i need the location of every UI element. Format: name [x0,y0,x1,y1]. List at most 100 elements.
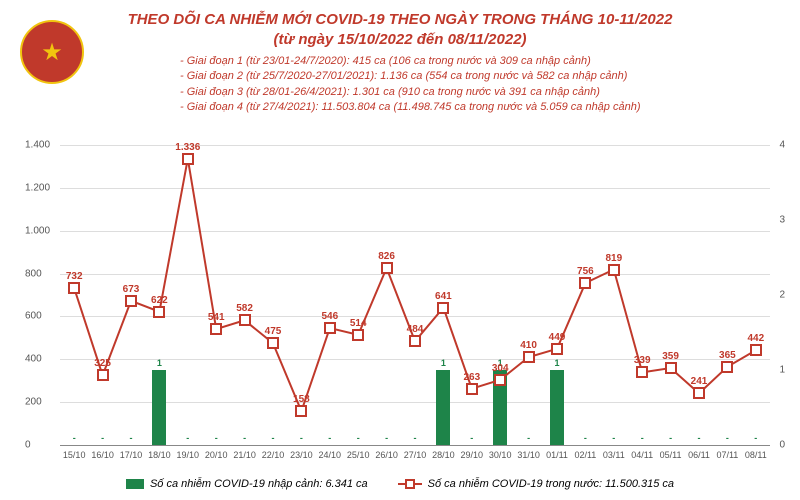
line-marker [182,153,194,165]
x-tick: 16/10 [91,450,114,460]
x-tick: 27/10 [404,450,427,460]
x-tick: 23/10 [290,450,313,460]
x-tick: 02/11 [574,450,596,460]
bar-label: - [300,433,303,443]
bar-label: 1 [554,358,559,368]
y-tick-left: 0 [25,440,31,451]
legend-line: Số ca nhiễm COVID-19 trong nước: 11.500.… [398,478,674,490]
x-tick: 05/11 [660,450,682,460]
line-marker [551,343,563,355]
bar-label: - [754,433,757,443]
line-marker [381,262,393,274]
y-tick-left: 400 [25,354,42,365]
line-marker-label: 484 [407,324,424,335]
swatch-line-icon [398,483,422,485]
line-marker-label: 359 [662,351,679,362]
bar-label: 1 [157,358,162,368]
line-marker-label: 158 [293,394,310,405]
x-tick: 15/10 [63,450,86,460]
line-marker-label: 641 [435,291,452,302]
bar-label: - [527,433,530,443]
x-tick: 21/10 [233,450,256,460]
bar-label: - [669,433,672,443]
line-marker [494,374,506,386]
line-marker [210,323,222,335]
line-marker [295,405,307,417]
x-tick: 25/10 [347,450,370,460]
line-marker [665,362,677,374]
chart-plot-area: 02004006008001.0001.2001.4000123415/10-1… [60,145,770,445]
line-marker [125,295,137,307]
line-marker [352,329,364,341]
chart-title: THEO DÕI CA NHIỄM MỚI COVID-19 THEO NGÀY… [0,0,800,49]
bar-label: - [186,433,189,443]
line-marker-label: 449 [549,332,566,343]
title-line-1: THEO DÕI CA NHIỄM MỚI COVID-19 THEO NGÀY… [0,10,800,30]
x-tick: 31/10 [517,450,540,460]
line-marker [409,335,421,347]
line-marker [97,369,109,381]
x-tick: 20/10 [205,450,228,460]
line-marker-label: 541 [208,312,225,323]
line-marker-label: 756 [577,266,594,277]
bar-label: - [414,433,417,443]
note-3: - Giai đoạn 3 (từ 28/01-26/4/2021): 1.30… [180,85,800,100]
line-marker [579,277,591,289]
bar-label: 1 [441,358,446,368]
x-tick: 04/11 [631,450,653,460]
y-tick-left: 800 [25,268,42,279]
x-tick: 24/10 [319,450,342,460]
line-marker-label: 325 [94,358,111,369]
y-tick-left: 600 [25,311,42,322]
bar-label: - [328,433,331,443]
note-4: - Giai đoạn 4 (từ 27/4/2021): 11.503.804… [180,100,800,115]
note-2: - Giai đoạn 2 (từ 25/7/2020-27/01/2021):… [180,69,800,84]
line-marker [239,314,251,326]
line-marker-label: 732 [66,271,83,282]
line-marker [523,351,535,363]
x-tick: 17/10 [120,450,143,460]
line-marker [636,366,648,378]
note-1: - Giai đoạn 1 (từ 23/01-24/7/2020): 415 … [180,54,800,69]
y-tick-right: 0 [779,440,785,451]
y-tick-left: 1.000 [25,225,50,236]
line-marker-label: 263 [463,372,480,383]
bar-label: - [612,433,615,443]
x-tick: 18/10 [148,450,171,460]
y-tick-right: 1 [779,365,785,376]
chart-legend: Số ca nhiễm COVID-19 nhập cảnh: 6.341 ca… [0,478,800,490]
x-tick: 28/10 [432,450,455,460]
title-line-2: (từ ngày 15/10/2022 đến 08/11/2022) [0,30,800,50]
bar-label: - [698,433,701,443]
line-marker [693,387,705,399]
line-marker-label: 365 [719,350,736,361]
x-tick: 30/10 [489,450,512,460]
swatch-bar-icon [126,479,144,489]
legend-line-label: Số ca nhiễm COVID-19 trong nước: 11.500.… [428,478,674,490]
line-marker-label: 475 [265,326,282,337]
phase-notes: - Giai đoạn 1 (từ 23/01-24/7/2020): 415 … [0,49,800,116]
x-tick: 29/10 [461,450,484,460]
ministry-logo [20,20,84,84]
x-tick: 22/10 [262,450,285,460]
line-marker-label: 304 [492,363,509,374]
bar-label: - [726,433,729,443]
line-marker [721,361,733,373]
x-tick: 19/10 [177,450,200,460]
x-tick: 08/11 [745,450,767,460]
bar-label: - [385,433,388,443]
line-marker-label: 582 [236,303,253,314]
bar-label: - [101,433,104,443]
line-marker [466,383,478,395]
y-tick-right: 3 [779,215,785,226]
line-marker-label: 826 [378,251,395,262]
bar-label: - [641,433,644,443]
gridline [60,445,770,446]
y-tick-left: 200 [25,397,42,408]
x-tick: 07/11 [716,450,738,460]
line-marker [750,344,762,356]
bar-label: - [73,433,76,443]
line-marker-label: 410 [520,340,537,351]
line-marker [267,337,279,349]
line-marker-label: 622 [151,295,168,306]
